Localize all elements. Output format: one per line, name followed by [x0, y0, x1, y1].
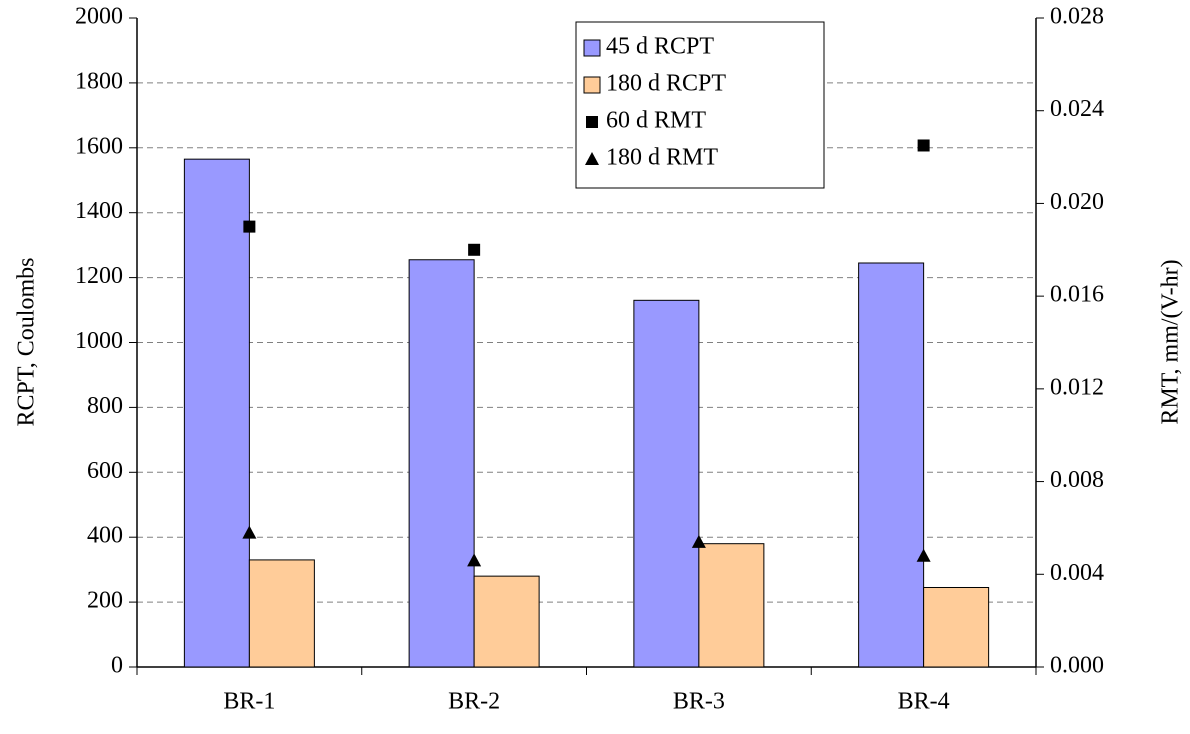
y2-tick-label: 0.024	[1050, 96, 1104, 122]
point	[691, 534, 706, 548]
y-tick-label: 1600	[75, 133, 123, 159]
y2-tick-label: 0.004	[1050, 560, 1104, 586]
legend-label: 180 d RMT	[606, 145, 718, 171]
y2-axis-label: RMT, mm/(V-hr)	[1158, 259, 1184, 424]
bar	[858, 262, 925, 668]
y-tick-label: 1000	[75, 328, 123, 354]
y-tick-label: 600	[87, 458, 123, 484]
x-tick-label: BR-4	[898, 689, 950, 715]
x-tick-label: BR-1	[223, 689, 275, 715]
y2-tick-label: 0.028	[1050, 4, 1104, 30]
x-tick-label: BR-2	[448, 689, 500, 715]
bar	[473, 575, 540, 668]
bar	[248, 559, 315, 668]
legend-label: 45 d RCPT	[606, 34, 714, 60]
legend-box	[575, 21, 825, 189]
legend-label: 180 d RCPT	[606, 71, 726, 97]
bar	[698, 543, 765, 668]
legend-swatch	[583, 39, 601, 57]
y2-tick-label: 0.008	[1050, 467, 1104, 493]
y2-tick-label: 0.000	[1050, 653, 1104, 679]
y-tick-label: 2000	[75, 4, 123, 30]
y-tick-label: 1800	[75, 68, 123, 94]
bar	[408, 259, 475, 668]
y-tick-label: 800	[87, 393, 123, 419]
legend-marker	[586, 116, 598, 128]
point	[917, 139, 930, 152]
point	[467, 553, 482, 567]
y-tick-label: 0	[111, 653, 123, 679]
y-axis-label: RCPT, Coulombs	[14, 258, 40, 427]
y-tick-label: 400	[87, 523, 123, 549]
bar	[923, 586, 990, 668]
bar	[633, 299, 700, 668]
legend-marker	[585, 152, 599, 165]
y-tick-label: 200	[87, 588, 123, 614]
legend-swatch	[583, 76, 601, 94]
x-tick-label: BR-3	[673, 689, 725, 715]
y2-tick-label: 0.020	[1050, 189, 1104, 215]
bar	[183, 158, 250, 668]
point	[242, 525, 257, 539]
legend-label: 60 d RMT	[606, 108, 706, 134]
y2-tick-label: 0.012	[1050, 374, 1104, 400]
y-tick-label: 1400	[75, 198, 123, 224]
point	[243, 220, 256, 233]
y2-tick-label: 0.016	[1050, 282, 1104, 308]
y-tick-label: 1200	[75, 263, 123, 289]
point	[916, 548, 931, 562]
point	[468, 243, 481, 256]
